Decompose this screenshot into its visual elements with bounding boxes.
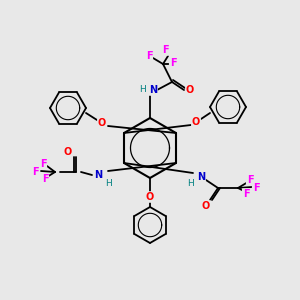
Text: O: O — [202, 201, 210, 211]
Text: O: O — [98, 118, 106, 128]
Text: F: F — [247, 175, 253, 185]
Text: F: F — [32, 167, 38, 177]
Text: O: O — [64, 147, 72, 157]
Text: N: N — [149, 85, 157, 95]
Text: O: O — [146, 192, 154, 202]
Text: O: O — [186, 85, 194, 95]
Text: F: F — [253, 183, 259, 193]
Text: N: N — [197, 172, 205, 182]
Text: O: O — [192, 117, 200, 127]
Text: H: H — [139, 85, 145, 94]
Text: H: H — [106, 178, 112, 188]
Text: F: F — [42, 174, 48, 184]
Text: H: H — [188, 179, 194, 188]
Text: F: F — [146, 51, 152, 61]
Text: N: N — [94, 170, 102, 180]
Text: F: F — [243, 189, 249, 199]
Text: F: F — [170, 58, 176, 68]
Text: F: F — [162, 45, 168, 55]
Text: F: F — [40, 159, 46, 169]
